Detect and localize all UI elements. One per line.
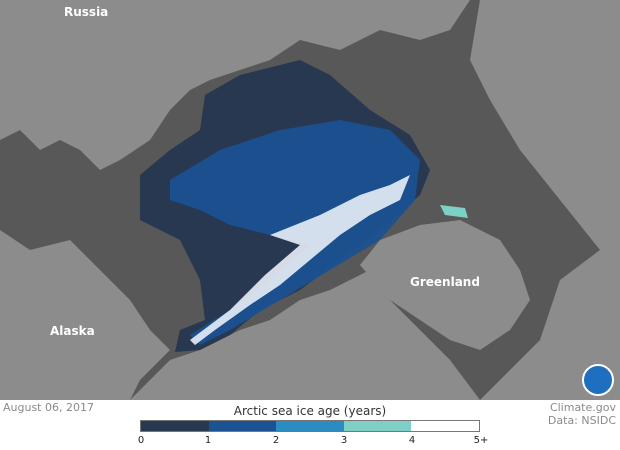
legend-swatch-0-1: [141, 421, 209, 431]
credit-data: Data: NSIDC: [547, 414, 616, 427]
label-alaska: Alaska: [50, 324, 95, 338]
legend-swatch-1-2: [208, 421, 277, 431]
legend-swatch-4-5: [411, 421, 479, 431]
land-canada-east: [470, 0, 620, 400]
date-label: August 06, 2017: [3, 401, 94, 414]
credit: Climate.gov Data: NSIDC: [548, 401, 616, 427]
legend-tick: 1: [204, 435, 212, 446]
ice-patch-east: [440, 205, 468, 218]
arctic-map: [0, 0, 620, 400]
legend-swatch-2-3: [276, 421, 344, 431]
legend-tick: 5+: [473, 435, 489, 446]
credit-source: Climate.gov: [549, 401, 616, 414]
noaa-logo: [582, 364, 614, 396]
legend-title: Arctic sea ice age (years): [233, 404, 387, 418]
legend-swatch-3-4: [343, 421, 412, 431]
label-greenland: Greenland: [410, 275, 480, 289]
legend-tick: 2: [272, 435, 280, 446]
label-russia: Russia: [64, 5, 109, 19]
ice-old-white: [190, 175, 410, 345]
legend-tick: 4: [408, 435, 416, 446]
legend-tick: 3: [340, 435, 348, 446]
land-canada: [130, 270, 480, 400]
legend-colorbar: [140, 420, 480, 432]
land-russia: [0, 0, 470, 170]
legend-tick: 0: [137, 435, 145, 446]
land-greenland: [360, 220, 530, 350]
land-alaska: [0, 230, 170, 400]
